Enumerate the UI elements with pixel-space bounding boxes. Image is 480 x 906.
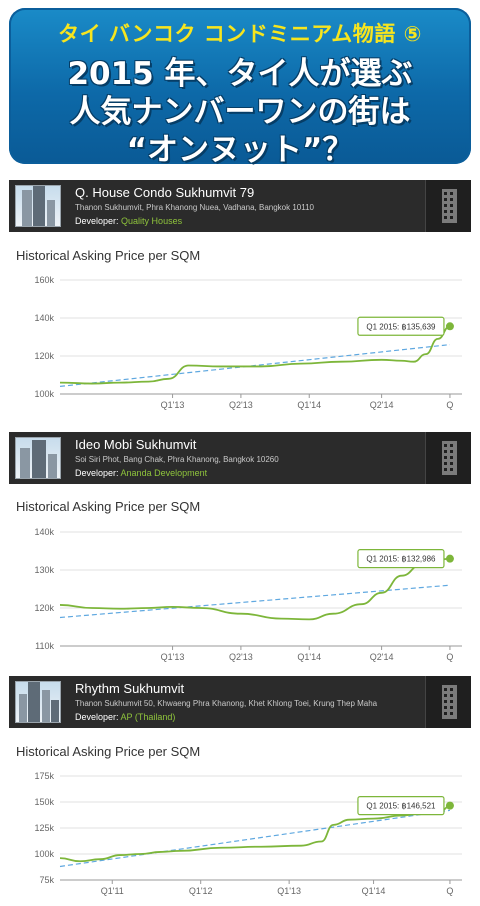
building-icon	[442, 441, 457, 475]
developer-name[interactable]: AP (Thailand)	[120, 712, 176, 722]
x-tick-label: Q	[446, 886, 453, 896]
condo-name[interactable]: Q. House Condo Sukhumvit 79	[75, 185, 255, 200]
data-point	[445, 322, 454, 331]
y-tick-label: 120k	[34, 351, 54, 361]
condo-address: Thanon Sukhumvit 50, Khwaeng Phra Khanon…	[75, 699, 378, 708]
banner-title-line-3: “オンヌット”？	[126, 132, 354, 168]
trend-line	[59, 344, 451, 387]
x-tick-label: Q2'13	[229, 652, 253, 662]
developer-row: Developer: Quality Houses	[75, 216, 182, 226]
trend-line	[59, 809, 451, 868]
y-tick-label: 100k	[34, 849, 54, 859]
price-chart-1: 160k 140k 120k 100k Q1'13 Q2'13 Q1'14 Q2'14 Q Q1 …	[34, 275, 462, 410]
condo-address: Thanon Sukhumvit, Phra Khanong Nuea, Vad…	[75, 203, 314, 212]
y-tick-label: 150k	[34, 797, 54, 807]
building-icon	[442, 189, 457, 223]
y-tick-label: 100k	[34, 389, 54, 399]
x-tick-label: Q	[446, 652, 453, 662]
price-chart-3: 175k 150k 125k 100k 75k Q1'11 Q1'12 Q1'13 Q1'14 Q…	[34, 771, 462, 896]
condo-photo	[15, 681, 61, 723]
chart-title: Historical Asking Price per SQM	[16, 248, 201, 263]
developer-label: Developer:	[75, 712, 119, 722]
y-tick-label: 125k	[34, 823, 54, 833]
condo-header-1[interactable]: Q. House Condo Sukhumvit 79 Thanon Sukhu…	[9, 180, 471, 232]
callout-box	[357, 316, 445, 336]
banner-subtitle: タイ バンコク コンドミニアム物語 ⑤	[58, 22, 422, 46]
y-tick-label: 140k	[34, 527, 54, 537]
x-tick-label: Q	[446, 400, 453, 410]
title-banner: タイ バンコク コンドミニアム物語 ⑤ 2015 年、タイ人が選ぶ 人気ナンバー…	[9, 8, 471, 168]
building-button[interactable]	[425, 432, 471, 484]
developer-label: Developer:	[75, 468, 119, 478]
building-button[interactable]	[425, 676, 471, 728]
data-point	[445, 801, 454, 810]
developer-row: Developer: AP (Thailand)	[75, 712, 175, 722]
banner-title-line-2: 人気ナンバーワンの街は	[69, 94, 411, 130]
y-tick-label: 160k	[34, 275, 54, 285]
condo-photo	[15, 185, 61, 227]
x-tick-label: Q1'13	[161, 400, 185, 410]
callout-label: Q1 2015: ฿135,639	[366, 322, 436, 331]
y-tick-label: 75k	[39, 875, 54, 885]
condo-header-2[interactable]: Ideo Mobi Sukhumvit Soi Siri Phot, Bang …	[9, 432, 471, 484]
condo-name[interactable]: Ideo Mobi Sukhumvit	[75, 437, 197, 452]
developer-row: Developer: Ananda Development	[75, 468, 207, 478]
x-tick-label: Q2'14	[370, 652, 394, 662]
building-button[interactable]	[425, 180, 471, 232]
condo-name[interactable]: Rhythm Sukhumvit	[75, 681, 185, 696]
callout-label: Q1 2015: ฿132,986	[366, 555, 436, 564]
x-tick-label: Q2'14	[370, 400, 394, 410]
y-tick-label: 110k	[35, 641, 54, 651]
x-tick-label: Q1'11	[101, 886, 124, 896]
data-point	[445, 554, 454, 563]
callout-box	[357, 549, 445, 569]
condo-address: Soi Siri Phot, Bang Chak, Phra Khanong, …	[75, 455, 279, 464]
x-tick-label: Q1'14	[297, 652, 321, 662]
developer-name[interactable]: Quality Houses	[121, 216, 183, 226]
callout-label: Q1 2015: ฿146,521	[366, 802, 436, 811]
series-line	[59, 325, 451, 385]
chart-title: Historical Asking Price per SQM	[16, 744, 201, 759]
chart-title: Historical Asking Price per SQM	[16, 499, 201, 514]
developer-label: Developer:	[75, 216, 119, 226]
building-icon	[442, 685, 457, 719]
x-tick-label: Q1'12	[189, 886, 213, 896]
series-line	[59, 557, 450, 621]
trend-line	[59, 584, 450, 619]
callout-box	[357, 796, 445, 816]
banner-title-line-1: 2015 年、タイ人が選ぶ	[67, 56, 413, 92]
y-tick-label: 130k	[34, 565, 54, 575]
y-tick-label: 140k	[34, 313, 54, 323]
x-tick-label: Q1'13	[161, 652, 185, 662]
y-tick-label: 175k	[34, 771, 54, 781]
condo-header-3[interactable]: Rhythm Sukhumvit Thanon Sukhumvit 50, Kh…	[9, 676, 471, 728]
y-tick-label: 120k	[34, 603, 54, 613]
price-chart-2: 140k 130k 120k 110k Q1'13 Q2'13 Q1'14 Q2'14 Q Q1 …	[34, 527, 462, 662]
x-tick-label: Q1'14	[362, 886, 386, 896]
condo-photo	[15, 437, 61, 479]
series-line	[59, 804, 451, 863]
developer-name[interactable]: Ananda Development	[120, 468, 208, 478]
x-tick-label: Q1'13	[277, 886, 301, 896]
x-tick-label: Q1'14	[297, 400, 321, 410]
x-tick-label: Q2'13	[229, 400, 253, 410]
